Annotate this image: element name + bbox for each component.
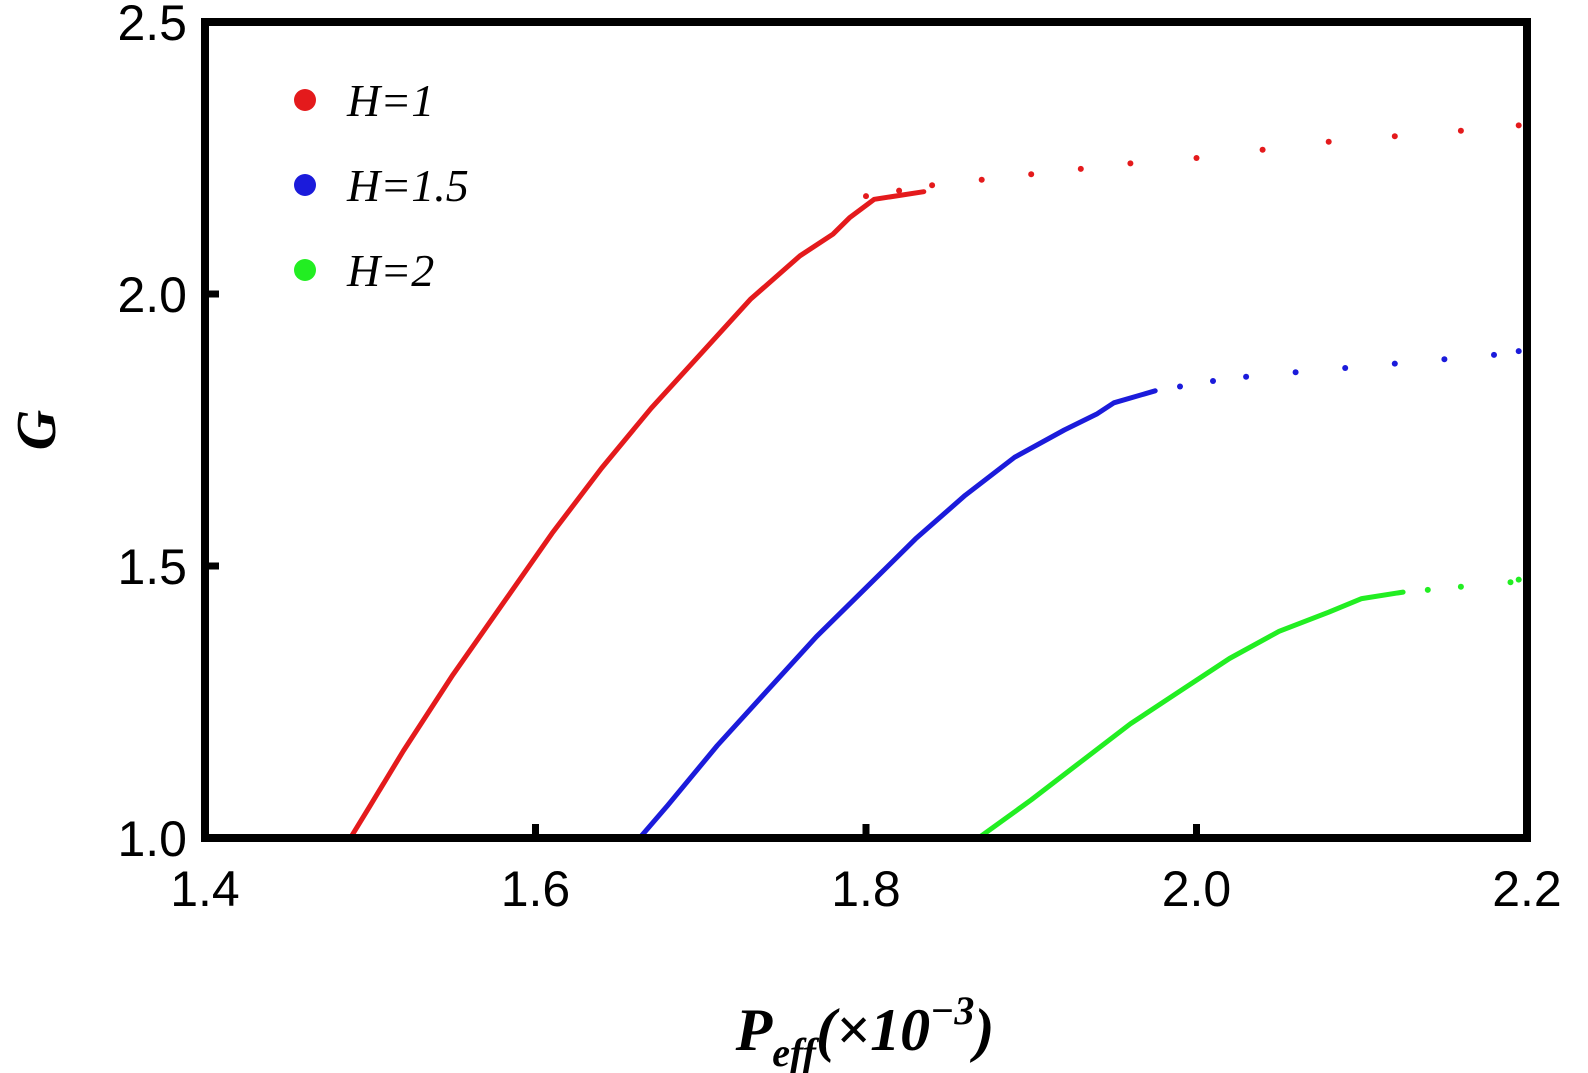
legend-label-1: H=1 [346,75,434,126]
legend: H=1 H=1.5 H=2 [294,75,469,296]
series-2-point-9 [1515,348,1522,355]
y-axis-label: G [6,410,68,450]
y-tick-label-2: 1.5 [117,539,187,595]
series-2-point-7 [1441,356,1448,363]
legend-label-2: H=1.5 [346,160,469,211]
series-2-point-1 [1177,383,1183,390]
series-2-point-8 [1491,351,1497,358]
legend-marker-3 [294,259,316,281]
x-tick-label-1: 1.4 [170,861,240,917]
series-1-point-10 [1325,138,1332,145]
series-3-point-3 [1507,579,1514,586]
x-tick-label-2: 1.6 [501,861,571,917]
series-2-point-5 [1342,365,1349,371]
series-3-point-4 [1515,576,1522,583]
ticks-layer: 1.4 1.6 1.8 2.0 2.2 1.0 1.5 2.0 2.5 [117,0,1561,917]
series-2-curve [637,388,1158,841]
series-3-point-1 [1424,586,1431,593]
series-3 [975,576,1522,841]
x-axis-label-main: P [735,997,774,1063]
legend-marker-1 [294,89,316,111]
x-axis-label-sub: eff [772,1030,819,1073]
x-axis-label-sup: −3 [930,988,974,1033]
y-tick-label-4: 2.5 [117,0,187,51]
series-2-point-4 [1292,369,1299,376]
y-tick-label-1: 1.0 [117,811,187,867]
series-3-curve [975,589,1406,841]
legend-marker-2 [294,174,316,196]
x-tick-label-5: 2.2 [1492,861,1562,917]
legend-label-3: H=2 [346,245,434,296]
series-layer [347,122,1522,841]
series-1 [347,122,1522,841]
series-2-point-6 [1391,360,1398,367]
series-1-point-2 [896,187,903,194]
x-tick-label-4: 2.0 [1162,861,1232,917]
series-1-point-12 [1457,127,1464,134]
series-2-point-3 [1243,373,1250,380]
series-1-point-1 [863,193,869,200]
series-1-point-3 [929,182,936,189]
y-tick-label-3: 2.0 [117,267,187,323]
series-2 [637,348,1522,841]
x-tick-label-3: 1.8 [831,861,901,917]
x-axis-label-suffix-open: (×10 [816,997,930,1063]
series-1-point-7 [1127,160,1134,167]
series-1-point-5 [1028,171,1035,178]
series-1-point-9 [1259,146,1266,153]
x-axis-label-suffix-close: ) [969,997,994,1063]
series-1-point-6 [1077,165,1084,172]
series-1-curve [347,189,927,841]
series-1-point-4 [978,176,985,183]
series-1-point-8 [1193,155,1200,161]
series-3-point-2 [1457,583,1464,590]
series-1-point-13 [1515,122,1522,129]
series-1-point-11 [1391,133,1398,140]
series-2-point-2 [1210,378,1216,384]
x-axis-label: Peff(×10−3) [735,988,995,1073]
